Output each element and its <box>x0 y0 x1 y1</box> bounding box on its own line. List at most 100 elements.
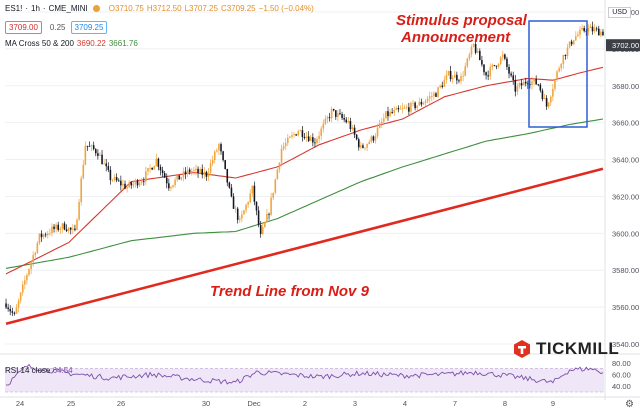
candle[interactable] <box>234 205 237 213</box>
candle[interactable] <box>493 64 496 67</box>
candle[interactable] <box>236 206 239 224</box>
candle[interactable] <box>453 70 456 78</box>
candle[interactable] <box>7 303 9 312</box>
candle[interactable] <box>472 43 475 48</box>
candle[interactable] <box>433 91 435 100</box>
candle[interactable] <box>539 83 542 93</box>
candle[interactable] <box>468 52 471 61</box>
candle[interactable] <box>218 142 220 155</box>
candle[interactable] <box>541 88 544 102</box>
candle[interactable] <box>570 39 573 46</box>
candle[interactable] <box>245 203 247 214</box>
candle[interactable] <box>564 54 567 60</box>
candle[interactable] <box>19 291 22 304</box>
candle[interactable] <box>443 75 446 87</box>
candle[interactable] <box>587 24 590 36</box>
candle[interactable] <box>247 201 249 208</box>
candle[interactable] <box>293 132 295 138</box>
interval-label[interactable]: 1h <box>31 4 40 13</box>
candle[interactable] <box>103 158 105 165</box>
candle[interactable] <box>410 101 412 116</box>
candle[interactable] <box>387 106 389 121</box>
candle[interactable] <box>76 218 78 231</box>
candle[interactable] <box>203 166 206 179</box>
candle[interactable] <box>497 62 500 69</box>
candle[interactable] <box>165 173 168 189</box>
candle[interactable] <box>343 114 345 123</box>
candle[interactable] <box>74 224 76 232</box>
candle[interactable] <box>80 175 82 206</box>
candle[interactable] <box>193 166 195 175</box>
candle[interactable] <box>228 181 231 189</box>
candle[interactable] <box>113 174 116 182</box>
candle[interactable] <box>499 56 502 66</box>
candle[interactable] <box>476 48 479 54</box>
candle[interactable] <box>602 29 604 37</box>
candle[interactable] <box>439 84 441 89</box>
candle[interactable] <box>316 136 318 145</box>
candle[interactable] <box>312 133 314 147</box>
candle[interactable] <box>97 149 99 160</box>
candle[interactable] <box>107 162 110 173</box>
candle[interactable] <box>199 167 201 174</box>
candle[interactable] <box>226 168 229 187</box>
candle[interactable] <box>347 116 350 124</box>
candle[interactable] <box>412 99 414 107</box>
candle[interactable] <box>201 164 204 179</box>
candle[interactable] <box>289 135 291 139</box>
candle[interactable] <box>176 174 178 182</box>
candle[interactable] <box>28 268 30 277</box>
candle[interactable] <box>556 69 558 82</box>
candle[interactable] <box>597 25 600 36</box>
candle[interactable] <box>374 133 377 144</box>
candle[interactable] <box>470 44 473 58</box>
candle[interactable] <box>462 70 464 82</box>
candle[interactable] <box>24 275 26 290</box>
candle[interactable] <box>547 101 550 109</box>
candle[interactable] <box>211 155 214 167</box>
symbol-legend[interactable]: ES1! · 1h · CME_MINI O3710.75 H3712.50 L… <box>5 4 314 13</box>
candle[interactable] <box>566 43 569 60</box>
candle[interactable] <box>495 65 498 70</box>
candle[interactable] <box>512 71 515 85</box>
candle[interactable] <box>243 209 245 215</box>
candle[interactable] <box>86 145 89 151</box>
candle[interactable] <box>341 111 343 120</box>
candle[interactable] <box>399 105 402 110</box>
candle[interactable] <box>474 39 477 55</box>
candle[interactable] <box>501 50 504 61</box>
candle[interactable] <box>78 198 80 221</box>
candle[interactable] <box>284 137 287 151</box>
candle[interactable] <box>510 71 512 78</box>
candle[interactable] <box>261 222 264 235</box>
candle[interactable] <box>92 141 95 151</box>
candle[interactable] <box>378 119 381 129</box>
candle[interactable] <box>583 25 585 33</box>
candle[interactable] <box>99 152 101 157</box>
candle[interactable] <box>282 142 285 151</box>
candle[interactable] <box>69 227 72 235</box>
candle[interactable] <box>577 31 579 37</box>
candle[interactable] <box>593 24 596 34</box>
candle[interactable] <box>376 123 379 139</box>
candle[interactable] <box>531 76 533 90</box>
candle[interactable] <box>46 230 49 239</box>
candle[interactable] <box>595 26 598 32</box>
candle[interactable] <box>314 138 316 148</box>
candle[interactable] <box>109 166 112 185</box>
candle[interactable] <box>514 75 517 97</box>
candle[interactable] <box>424 98 427 107</box>
candle[interactable] <box>326 115 329 124</box>
candle[interactable] <box>232 193 235 209</box>
candle[interactable] <box>191 168 193 176</box>
candle[interactable] <box>309 134 312 142</box>
candle[interactable] <box>26 273 28 285</box>
candle[interactable] <box>357 137 360 151</box>
candle[interactable] <box>134 178 137 188</box>
candle[interactable] <box>295 133 297 136</box>
candle[interactable] <box>303 132 306 140</box>
candle[interactable] <box>128 179 130 189</box>
candle[interactable] <box>456 71 458 85</box>
candle[interactable] <box>451 75 454 84</box>
candle[interactable] <box>520 79 523 90</box>
